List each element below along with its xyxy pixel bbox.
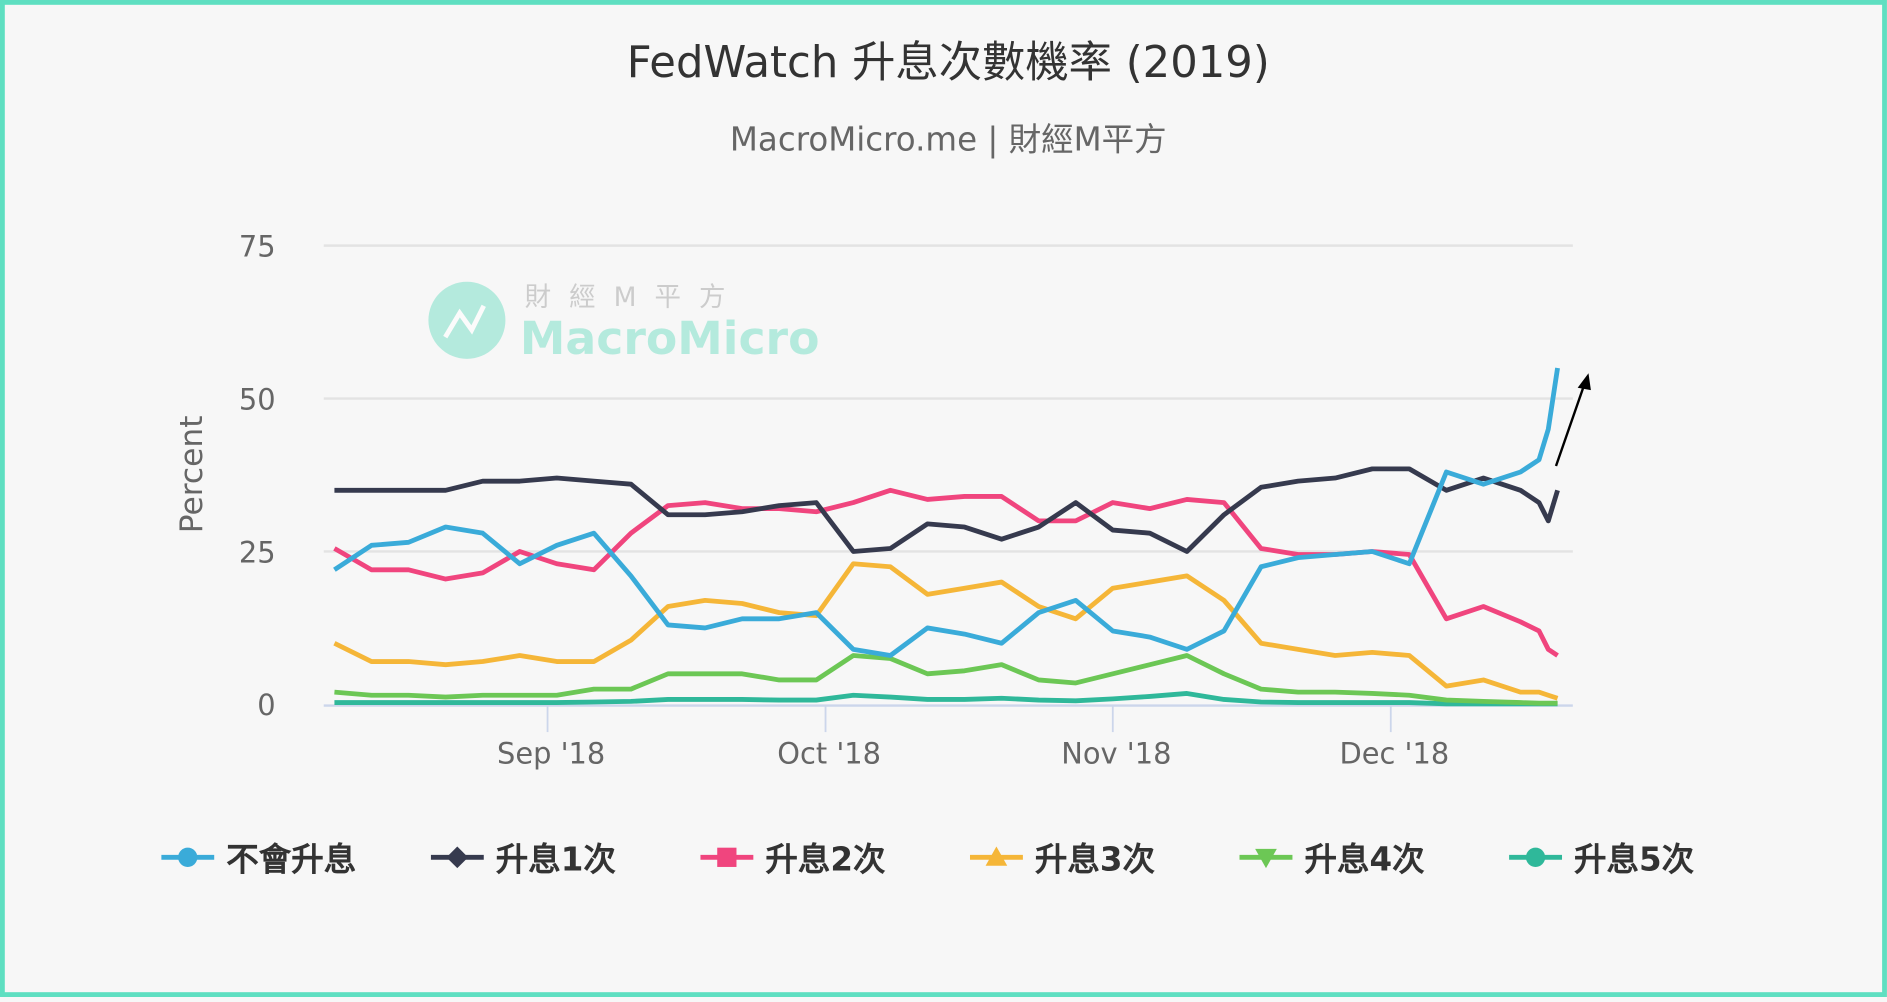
series-line-不會升息[interactable] <box>333 367 1560 658</box>
legend-marker-icon <box>700 847 754 867</box>
legend-item[interactable]: 升息5次 <box>1509 833 1779 880</box>
series-line-升息1次[interactable] <box>334 466 1560 554</box>
x-tick-label: Sep '18 <box>497 736 605 770</box>
legend-marker-icon <box>430 845 484 868</box>
legend-item[interactable]: 不會升息 <box>161 833 431 880</box>
legend-item[interactable]: 升息1次 <box>430 833 701 880</box>
y-tick-label: 0 <box>257 688 275 722</box>
y-tick-label: 50 <box>239 382 276 416</box>
legend-marker-icon <box>969 845 1023 866</box>
y-tick-label: 75 <box>239 229 276 263</box>
legend: 不會升息 升息1次 升息2次 升息3次 升息4次 升息5次 <box>161 833 1778 880</box>
chart-title: FedWatch 升息次數機率 (2019) <box>627 38 1270 88</box>
legend-label: 升息3次 <box>1034 841 1156 879</box>
legend-label: 升息2次 <box>765 841 886 879</box>
legend-label: 升息1次 <box>495 841 616 879</box>
legend-marker-icon <box>1239 848 1293 868</box>
y-axis-label: Percent <box>174 416 210 534</box>
watermark-logo: 財 經 M 平 方 MacroMicro <box>428 281 820 365</box>
legend-item[interactable]: 升息2次 <box>700 833 970 880</box>
legend-item[interactable]: 升息4次 <box>1239 833 1510 880</box>
chart-subtitle: MacroMicro.me | 財經M平方 <box>730 121 1167 159</box>
legend-label: 不會升息 <box>226 841 357 879</box>
legend-label: 升息5次 <box>1574 841 1695 879</box>
legend-item[interactable]: 升息3次 <box>969 833 1240 880</box>
annotation-arrow <box>1554 373 1591 467</box>
legend-marker-icon <box>161 847 215 867</box>
x-tick-label: Oct '18 <box>777 736 881 770</box>
watermark-text-en: MacroMicro <box>520 312 820 365</box>
series-line-升息2次[interactable] <box>333 487 1559 658</box>
x-tick-label: Dec '18 <box>1340 736 1450 770</box>
series-line-升息3次[interactable] <box>333 561 1559 701</box>
series-line-升息4次[interactable] <box>334 653 1558 706</box>
x-tick-label: Nov '18 <box>1061 736 1171 770</box>
line-chart: FedWatch 升息次數機率 (2019) MacroMicro.me | 財… <box>174 38 1591 770</box>
y-tick-label: 25 <box>239 535 276 569</box>
watermark-text-cn: 財 經 M 平 方 <box>525 282 731 313</box>
legend-marker-icon <box>1509 847 1563 867</box>
watermark-chart-icon <box>443 304 486 339</box>
legend-label: 升息4次 <box>1304 841 1425 879</box>
series-line-升息5次[interactable] <box>334 691 1558 707</box>
